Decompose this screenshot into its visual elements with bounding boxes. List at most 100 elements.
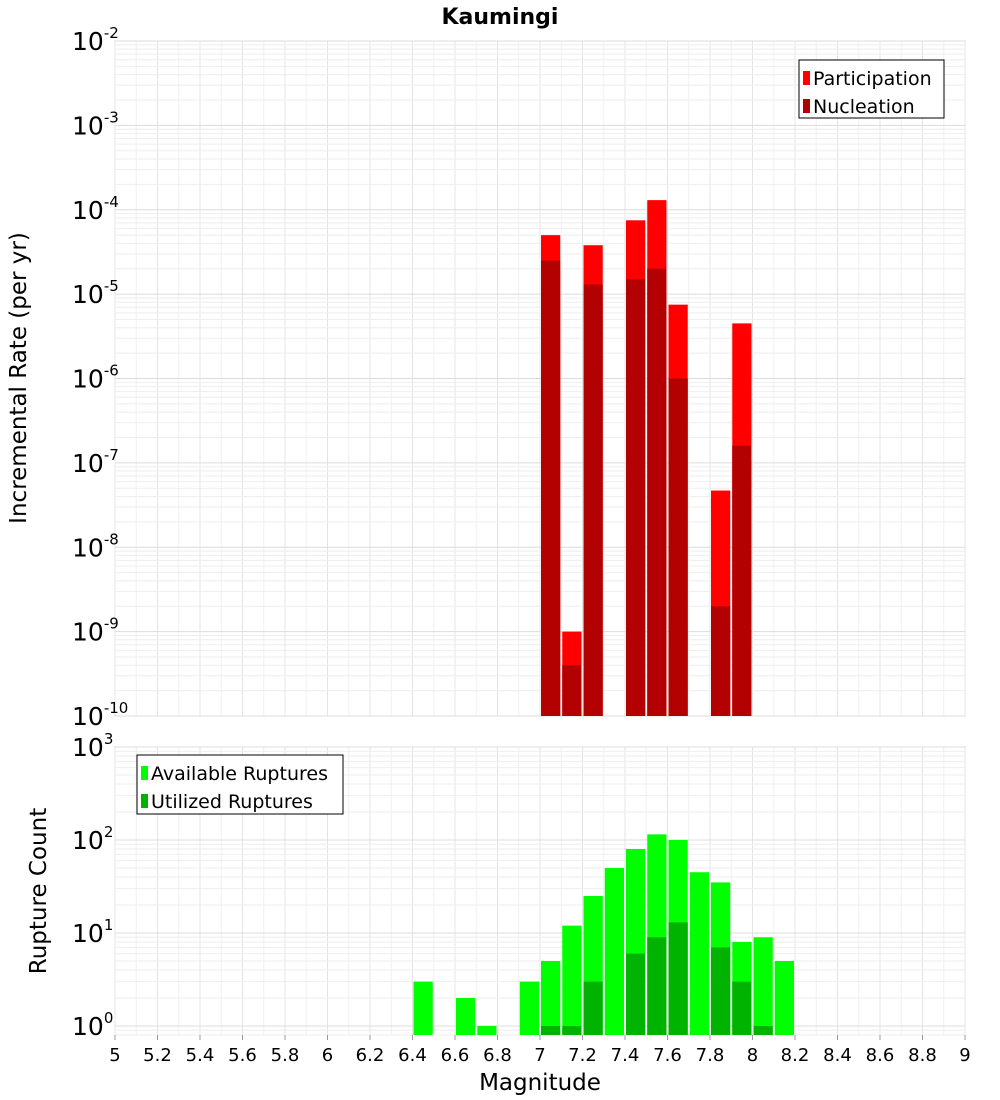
bar bbox=[583, 981, 603, 1035]
x-tick-label: 9 bbox=[959, 1045, 970, 1066]
legend: Available Ruptures Utilized Ruptures bbox=[136, 754, 344, 815]
y-tick-exponent: -5 bbox=[104, 277, 119, 295]
y-tick-base: 10 bbox=[72, 111, 104, 140]
bar bbox=[604, 867, 624, 1035]
x-tick-label: 8.6 bbox=[866, 1045, 895, 1066]
x-tick-label: 6 bbox=[322, 1045, 333, 1066]
x-tick-label: 5.6 bbox=[228, 1045, 257, 1066]
y-tick-exponent: -3 bbox=[104, 108, 119, 126]
bar bbox=[583, 284, 603, 716]
bar bbox=[753, 937, 773, 1035]
x-tick-label: 5.8 bbox=[271, 1045, 300, 1066]
legend-label: Participation bbox=[813, 68, 932, 90]
bar bbox=[562, 1025, 582, 1035]
y-tick-label: 103 bbox=[72, 730, 113, 762]
y-tick-base: 10 bbox=[72, 702, 104, 731]
bar bbox=[668, 378, 688, 716]
y-tick-label: 102 bbox=[72, 823, 113, 855]
legend-swatch bbox=[141, 794, 148, 808]
bar bbox=[519, 981, 539, 1035]
y-tick-base: 10 bbox=[72, 196, 104, 225]
bar bbox=[732, 445, 752, 716]
x-tick-labels: 5 5.2 5.4 5.6 5.8 6 6.2 6.4 6.6 6.8 7 7.2 7.4 7.6 7.8 8… bbox=[109, 1035, 971, 1066]
legend-swatch bbox=[803, 99, 810, 113]
x-tick-label: 7.6 bbox=[653, 1045, 682, 1066]
y-tick-base: 10 bbox=[72, 733, 104, 762]
y-tick-base: 10 bbox=[72, 365, 104, 394]
y-axis-label: Rupture Count bbox=[26, 808, 52, 974]
y-tick-exponent: -2 bbox=[104, 24, 119, 42]
x-tick-label: 5.2 bbox=[143, 1045, 172, 1066]
y-tick-label: 10-9 bbox=[72, 615, 119, 647]
bar bbox=[562, 925, 582, 1035]
bars bbox=[413, 834, 794, 1035]
y-tick-label: 10-7 bbox=[72, 446, 119, 478]
y-tick-exponent: -4 bbox=[104, 193, 119, 211]
y-tick-label: 10-6 bbox=[72, 362, 119, 394]
bar bbox=[711, 947, 731, 1035]
bar bbox=[413, 981, 433, 1035]
bar bbox=[668, 922, 688, 1035]
x-tick-label: 5.4 bbox=[186, 1045, 215, 1066]
y-tick-exponent: 1 bbox=[104, 916, 114, 934]
bar bbox=[753, 1025, 773, 1035]
legend-swatch bbox=[803, 71, 810, 85]
bar bbox=[562, 665, 582, 716]
legend-box bbox=[136, 754, 344, 815]
bar bbox=[626, 953, 646, 1035]
bar bbox=[711, 606, 731, 716]
x-tick-label: 7.8 bbox=[696, 1045, 725, 1066]
bar bbox=[541, 960, 561, 1035]
bar bbox=[732, 981, 752, 1035]
y-tick-label: 10-4 bbox=[72, 193, 119, 225]
legend-label: Nucleation bbox=[813, 96, 915, 118]
y-axis-label: Incremental Rate (per yr) bbox=[6, 232, 32, 524]
legend-swatch bbox=[141, 766, 148, 780]
x-tick-label: 7.4 bbox=[611, 1045, 640, 1066]
bar bbox=[774, 960, 794, 1035]
bar bbox=[626, 279, 646, 716]
x-tick-label: 6.2 bbox=[356, 1045, 385, 1066]
y-tick-label: 10-10 bbox=[72, 699, 128, 731]
legend-label: Available Ruptures bbox=[151, 763, 328, 785]
legend: Participation Nucleation bbox=[798, 59, 945, 119]
y-tick-exponent: 0 bbox=[104, 1009, 114, 1027]
grid bbox=[114, 40, 966, 717]
legend-box bbox=[798, 59, 945, 119]
y-tick-base: 10 bbox=[72, 826, 104, 855]
bar bbox=[541, 1025, 561, 1035]
chart-title: Kaumingi bbox=[442, 5, 559, 30]
y-tick-exponent: -6 bbox=[104, 362, 119, 380]
y-tick-label: 10-3 bbox=[72, 108, 119, 140]
y-tick-base: 10 bbox=[72, 27, 104, 56]
bar bbox=[477, 1025, 497, 1035]
y-tick-exponent: -10 bbox=[104, 699, 129, 717]
y-tick-label: 10-8 bbox=[72, 530, 119, 562]
y-tick-base: 10 bbox=[72, 1012, 104, 1041]
y-tick-exponent: 2 bbox=[104, 823, 114, 841]
x-axis-label: Magnitude bbox=[479, 1070, 601, 1096]
x-tick-label: 6.4 bbox=[398, 1045, 427, 1066]
y-tick-label: 10-5 bbox=[72, 277, 119, 309]
x-tick-label: 8.2 bbox=[781, 1045, 810, 1066]
bars bbox=[541, 200, 752, 717]
x-tick-label: 6.6 bbox=[441, 1045, 470, 1066]
x-tick-label: 7.2 bbox=[568, 1045, 597, 1066]
y-tick-label: 10-2 bbox=[72, 24, 119, 56]
legend-label: Utilized Ruptures bbox=[151, 791, 313, 813]
y-tick-base: 10 bbox=[72, 533, 104, 562]
y-tick-label: 100 bbox=[72, 1009, 113, 1041]
y-tick-exponent: -7 bbox=[104, 446, 119, 464]
y-tick-exponent: -8 bbox=[104, 530, 119, 548]
y-tick-base: 10 bbox=[72, 449, 104, 478]
x-tick-label: 8 bbox=[747, 1045, 758, 1066]
x-tick-label: 5 bbox=[109, 1045, 120, 1066]
grid bbox=[114, 746, 966, 1036]
bar bbox=[647, 937, 667, 1035]
x-tick-label: 8.8 bbox=[908, 1045, 937, 1066]
